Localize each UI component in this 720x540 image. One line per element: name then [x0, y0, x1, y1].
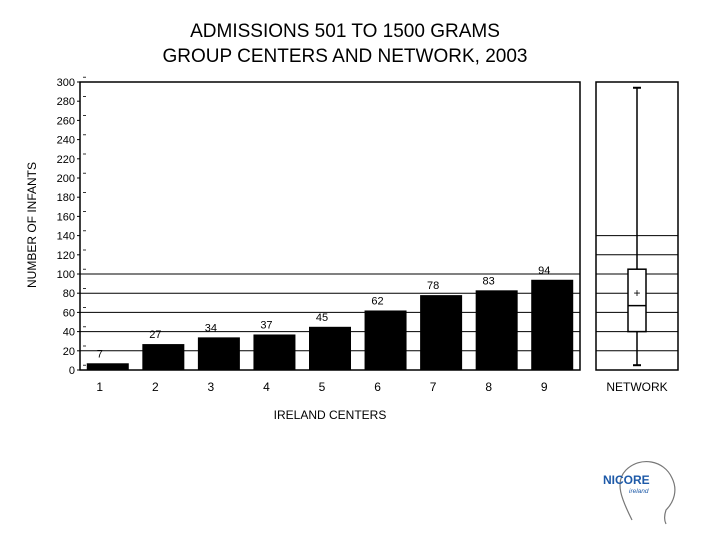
x-tick-label: 8 — [485, 380, 492, 394]
x-tick-label: 5 — [319, 380, 326, 394]
plot-area-frame — [79, 81, 581, 371]
bar — [142, 344, 185, 370]
y-tick-label: 140 — [57, 231, 75, 243]
x-tick-label: 4 — [263, 380, 270, 394]
y-tick-label: 280 — [57, 96, 75, 108]
data-label: 62 — [371, 295, 383, 307]
data-label: 94 — [538, 265, 550, 277]
data-label: 37 — [260, 319, 272, 331]
bar — [531, 279, 574, 370]
x-tick-label: 3 — [208, 380, 215, 394]
network-boxplot: + — [627, 86, 647, 367]
data-label: 78 — [427, 280, 439, 292]
y-tick-label: 20 — [63, 346, 75, 358]
y-tick-label: 120 — [57, 250, 75, 262]
y-tick-labels: 0 20 40 60 80 100 120 140 160 180 200 220 240 260 280 3… — [57, 76, 86, 377]
data-labels: 7 27 34 37 45 62 78 83 94 — [97, 265, 551, 361]
logo-head-outline — [619, 461, 676, 525]
nicore-logo: NICORE ireland — [603, 461, 676, 525]
data-label: 34 — [205, 322, 217, 334]
y-tick-label: 80 — [63, 288, 75, 300]
data-label: 83 — [483, 275, 495, 287]
chart-subtitle: GROUP CENTERS AND NETWORK, 2003 — [163, 46, 528, 67]
chart-title: ADMISSIONS 501 TO 1500 GRAMS — [190, 21, 500, 42]
y-axis-label: NUMBER OF INFANTS — [25, 162, 39, 288]
network-category-label: NETWORK — [606, 380, 667, 394]
y-tick-label: 0 — [69, 365, 75, 377]
x-tick-label: 2 — [152, 380, 159, 394]
data-label: 7 — [97, 348, 103, 360]
y-tick-label: 220 — [57, 154, 75, 166]
bar — [420, 295, 463, 370]
x-tick-label: 9 — [541, 380, 548, 394]
network-panel-frame — [595, 81, 679, 371]
data-label: 45 — [316, 312, 328, 324]
bar — [364, 310, 407, 370]
bar — [309, 326, 351, 370]
bar-series — [86, 279, 574, 370]
bar — [253, 334, 296, 370]
x-tick-label: 6 — [374, 380, 381, 394]
bar — [197, 337, 240, 370]
bar — [475, 290, 518, 370]
box-iqr — [627, 268, 647, 333]
x-tick-label: 1 — [96, 380, 103, 394]
y-tick-label: 180 — [57, 192, 75, 204]
y-tick-label: 260 — [57, 115, 75, 127]
logo-wordmark: NICORE — [603, 473, 650, 487]
logo-subtext: ireland — [629, 488, 649, 495]
x-axis-label: IRELAND CENTERS — [274, 408, 387, 422]
y-tick-label: 200 — [57, 173, 75, 185]
mean-marker: + — [633, 286, 640, 300]
x-tick-labels: 1 2 3 4 5 6 7 8 9 — [96, 380, 547, 394]
y-tick-label: 40 — [63, 327, 75, 339]
x-tick-label: 7 — [430, 380, 437, 394]
y-tick-label: 60 — [63, 307, 75, 319]
y-tick-label: 240 — [57, 135, 75, 147]
bar — [86, 363, 129, 370]
y-tick-label: 160 — [57, 211, 75, 223]
y-tick-label: 100 — [57, 269, 75, 281]
data-label: 27 — [149, 329, 161, 341]
y-tick-label: 300 — [57, 77, 75, 89]
